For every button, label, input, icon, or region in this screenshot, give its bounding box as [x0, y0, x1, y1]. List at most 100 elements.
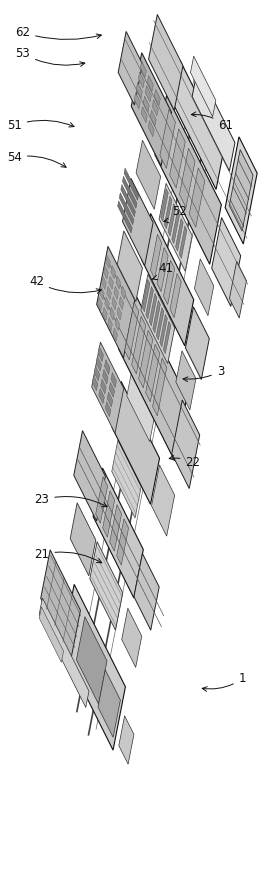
Text: 3: 3 — [183, 365, 224, 382]
Polygon shape — [225, 136, 257, 244]
Polygon shape — [127, 368, 155, 442]
Polygon shape — [179, 226, 187, 259]
Polygon shape — [103, 370, 108, 385]
Polygon shape — [111, 266, 115, 279]
Polygon shape — [119, 193, 134, 225]
Polygon shape — [39, 598, 89, 708]
Text: 62: 62 — [15, 26, 101, 40]
Polygon shape — [152, 99, 158, 116]
Polygon shape — [103, 307, 107, 320]
Polygon shape — [140, 62, 146, 77]
Polygon shape — [132, 316, 146, 374]
Text: 53: 53 — [15, 47, 85, 66]
Polygon shape — [98, 297, 102, 311]
Polygon shape — [116, 275, 121, 289]
Polygon shape — [119, 715, 134, 764]
Polygon shape — [39, 607, 63, 663]
Polygon shape — [179, 149, 195, 208]
Polygon shape — [107, 392, 113, 407]
Polygon shape — [153, 300, 160, 333]
Polygon shape — [145, 86, 151, 102]
Polygon shape — [212, 217, 241, 306]
Polygon shape — [136, 82, 142, 99]
Polygon shape — [229, 150, 253, 231]
Polygon shape — [155, 95, 221, 264]
Polygon shape — [156, 307, 164, 340]
Text: 42: 42 — [29, 275, 101, 293]
Polygon shape — [189, 168, 205, 227]
Text: 61: 61 — [191, 112, 233, 132]
Polygon shape — [142, 214, 194, 346]
Polygon shape — [107, 286, 111, 300]
Polygon shape — [123, 176, 137, 209]
Polygon shape — [141, 106, 147, 122]
Polygon shape — [143, 96, 149, 113]
Polygon shape — [41, 550, 80, 659]
Polygon shape — [112, 381, 160, 504]
Polygon shape — [96, 477, 108, 524]
Polygon shape — [141, 275, 175, 363]
Polygon shape — [74, 430, 105, 521]
Text: 1: 1 — [202, 672, 246, 692]
Polygon shape — [103, 491, 115, 537]
Polygon shape — [159, 183, 192, 271]
Polygon shape — [194, 259, 214, 316]
Polygon shape — [105, 297, 109, 310]
Polygon shape — [192, 68, 235, 171]
Polygon shape — [190, 56, 216, 117]
Polygon shape — [168, 203, 176, 236]
Polygon shape — [138, 72, 144, 88]
Polygon shape — [117, 307, 122, 320]
Polygon shape — [146, 344, 160, 402]
Polygon shape — [97, 246, 135, 358]
Polygon shape — [93, 468, 143, 598]
Polygon shape — [150, 110, 156, 126]
Polygon shape — [185, 307, 209, 379]
Polygon shape — [118, 201, 132, 233]
Polygon shape — [229, 261, 246, 318]
Text: 51: 51 — [7, 119, 74, 132]
Polygon shape — [164, 196, 172, 229]
Polygon shape — [118, 32, 142, 105]
Polygon shape — [123, 179, 153, 266]
Text: 54: 54 — [7, 150, 66, 167]
Polygon shape — [163, 321, 171, 354]
Polygon shape — [114, 286, 118, 299]
Polygon shape — [109, 382, 115, 398]
Polygon shape — [152, 465, 175, 536]
Polygon shape — [98, 670, 120, 737]
Polygon shape — [148, 121, 154, 136]
Polygon shape — [139, 330, 153, 388]
Polygon shape — [96, 356, 102, 371]
Polygon shape — [148, 14, 183, 110]
Polygon shape — [160, 314, 168, 347]
Polygon shape — [172, 400, 200, 488]
Text: 22: 22 — [169, 455, 200, 469]
Polygon shape — [115, 318, 120, 331]
Polygon shape — [172, 60, 224, 189]
Polygon shape — [161, 188, 168, 221]
Polygon shape — [100, 287, 104, 300]
Text: 41: 41 — [152, 262, 173, 280]
Polygon shape — [170, 128, 185, 188]
Polygon shape — [122, 608, 142, 667]
Polygon shape — [102, 276, 106, 290]
Text: 52: 52 — [164, 205, 187, 223]
Polygon shape — [154, 90, 160, 106]
Polygon shape — [112, 440, 141, 518]
Polygon shape — [92, 342, 124, 433]
Polygon shape — [117, 231, 142, 302]
Polygon shape — [99, 389, 104, 404]
Polygon shape — [119, 285, 187, 460]
Polygon shape — [124, 168, 139, 201]
Polygon shape — [176, 218, 183, 251]
Polygon shape — [153, 358, 167, 416]
Text: 21: 21 — [34, 547, 102, 563]
Polygon shape — [105, 401, 111, 417]
Polygon shape — [147, 76, 153, 92]
Polygon shape — [142, 279, 150, 312]
Polygon shape — [110, 307, 115, 320]
Polygon shape — [136, 140, 161, 209]
Polygon shape — [125, 302, 139, 360]
Polygon shape — [121, 185, 135, 216]
